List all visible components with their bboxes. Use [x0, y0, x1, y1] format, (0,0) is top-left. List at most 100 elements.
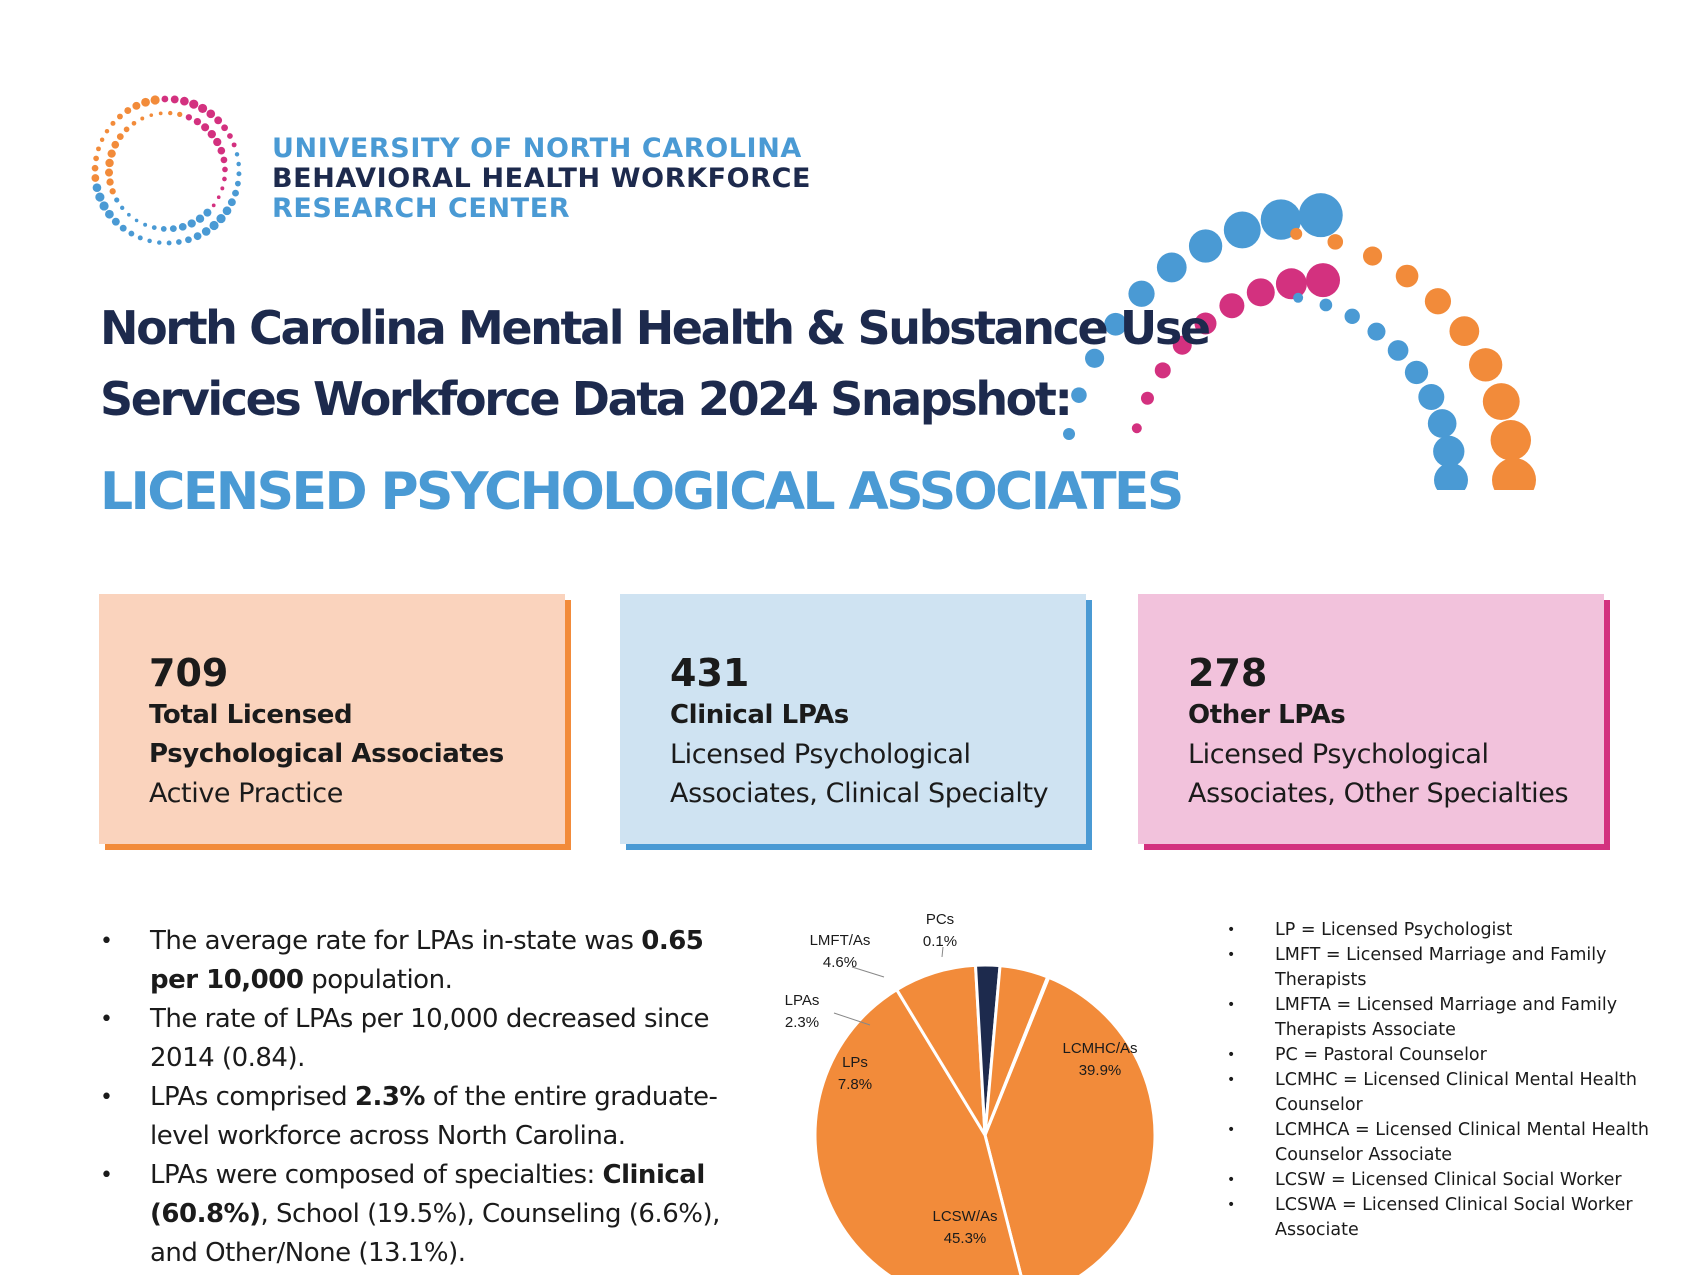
logo-dot	[143, 222, 148, 227]
arc-dot	[1433, 435, 1465, 468]
arc-dot	[1140, 391, 1154, 405]
pie-label: LPAs	[785, 992, 820, 1009]
logo-mark	[91, 95, 242, 246]
logo-dot	[180, 96, 189, 106]
logo-dot	[119, 224, 127, 232]
logo-dot	[201, 123, 210, 132]
logo-dot	[216, 214, 226, 224]
arc-dot	[1104, 312, 1127, 336]
logo-dot	[168, 110, 173, 116]
pie-value-label: 2.3%	[785, 1014, 819, 1031]
logo-dot	[124, 107, 132, 115]
logo-dot	[232, 189, 239, 197]
logo-dot	[105, 209, 114, 219]
stat-description: Active Practice	[149, 778, 343, 809]
logo-dot	[134, 218, 139, 223]
glossary-item: LMFTA = Licensed Marriage and Family The…	[1225, 993, 1695, 1043]
logo-dot	[160, 226, 167, 232]
logo-dot	[95, 192, 105, 202]
stat-number: 709	[149, 651, 229, 695]
arc-dot	[1404, 360, 1429, 385]
arc-dot	[1306, 263, 1341, 298]
pie-value-label: 7.8%	[838, 1076, 872, 1093]
logo-dot	[132, 101, 141, 110]
logo-dot	[109, 188, 116, 195]
pie-label: LPs	[842, 1054, 868, 1071]
logo-dot	[201, 227, 211, 236]
arc-dot	[1275, 268, 1307, 300]
pie-slice-pcs	[983, 975, 1051, 1136]
logo-dot	[111, 140, 120, 149]
arc-dot	[1434, 463, 1468, 490]
logo-dot	[158, 111, 163, 116]
arc-dot	[1131, 423, 1142, 434]
pie-label: LCMHC/As	[1062, 1040, 1137, 1057]
logo-dot	[91, 164, 99, 172]
pie-value-label: 0.1%	[923, 933, 957, 950]
logo-dot	[161, 95, 169, 103]
page-title-line-2: Services Workforce Data 2024 Snapshot:	[100, 372, 1073, 426]
page-title-line-1: North Carolina Mental Health & Substance…	[100, 301, 1211, 355]
glossary-item: PC = Pastoral Counselor	[1225, 1043, 1695, 1068]
stat-card-clinical: 431 Clinical LPAs Licensed Psychological…	[620, 594, 1086, 844]
pie-value-label: 4.6%	[823, 954, 857, 971]
logo-dot	[221, 124, 228, 132]
arc-dot	[1319, 298, 1333, 312]
arc-dot	[1367, 322, 1386, 341]
stat-label: Psychological Associates	[149, 739, 504, 769]
logo-dot	[141, 97, 150, 107]
finding-item: The rate of LPAs per 10,000 decreased si…	[100, 1000, 720, 1078]
logo-dot	[193, 232, 202, 241]
logo-dot	[227, 198, 236, 207]
finding-item: LPAs were composed of specialties: Clini…	[100, 1156, 720, 1273]
logo-dot	[123, 126, 130, 133]
logo-dot	[177, 111, 183, 118]
logo-dot	[116, 133, 124, 140]
logo-dot	[209, 220, 219, 231]
arc-dot	[1085, 348, 1105, 368]
logo-dot	[216, 195, 221, 200]
logo-dot	[107, 149, 116, 158]
glossary-item: LP = Licensed Psychologist	[1225, 918, 1695, 943]
pie-leader-line	[851, 966, 885, 978]
logo-dot	[213, 137, 222, 147]
logo-dot	[220, 186, 225, 191]
logo-dot	[111, 217, 120, 226]
logo-dot	[131, 120, 137, 126]
pie-leader-line	[941, 946, 944, 958]
stat-card-other: 278 Other LPAs Licensed Psychological As…	[1138, 594, 1604, 844]
stat-description: Associates, Clinical Specialty	[670, 778, 1049, 809]
logo-dot	[157, 240, 162, 245]
logo-dot	[234, 180, 241, 187]
logo-dot	[99, 201, 109, 211]
logo-dot	[214, 116, 223, 125]
arc-dot	[1194, 312, 1217, 335]
stat-label: Total Licensed	[149, 700, 353, 730]
logo-dot	[128, 230, 135, 237]
arc-dot	[1468, 348, 1503, 382]
arc-dot	[1219, 293, 1245, 319]
arc-dot	[1395, 264, 1419, 288]
glossary-item: LMFT = Licensed Marriage and Family Ther…	[1225, 943, 1695, 993]
logo-dot	[151, 225, 157, 230]
finding-item: LPAs comprised 2.3% of the entire gradua…	[100, 1078, 720, 1156]
logo-dot	[170, 95, 179, 104]
logo-dot	[236, 171, 242, 177]
logo-dot	[220, 156, 228, 164]
stat-label: Clinical LPAs	[670, 700, 849, 730]
logo-dot	[222, 166, 228, 173]
logo-dot	[185, 236, 192, 244]
logo-dot	[217, 146, 226, 155]
glossary-item: LCSWA = Licensed Clinical Social Worker …	[1225, 1193, 1695, 1243]
logo-dot	[114, 197, 120, 203]
workforce-pie-chart: LCMHC/As 39.9% LCSW/As 45.3% LPs 7.8% LPAs 2.3%…	[785, 911, 1157, 1275]
logo-dot	[206, 109, 216, 119]
logo-dot	[231, 142, 237, 148]
org-name-line-3: RESEARCH CENTER	[272, 193, 571, 224]
logo-dot	[91, 174, 100, 182]
logo-dot	[105, 168, 114, 177]
logo-dot	[195, 214, 205, 223]
stat-label: Other LPAs	[1188, 700, 1346, 730]
logo-dot	[203, 208, 212, 217]
stat-description: Licensed Psychological	[670, 739, 971, 770]
